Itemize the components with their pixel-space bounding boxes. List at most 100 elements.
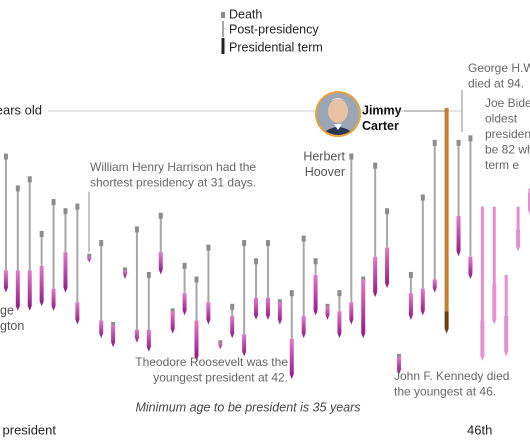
presidential-term <box>301 315 306 339</box>
presidential-term <box>15 270 20 311</box>
presidential-term <box>39 265 44 307</box>
death-marker <box>408 271 413 278</box>
x-end-label: 46th <box>467 422 492 437</box>
death-marker <box>313 258 318 265</box>
presidential-term <box>480 320 485 361</box>
death-marker <box>444 108 449 114</box>
death-marker <box>289 290 294 297</box>
death-marker <box>27 176 32 183</box>
presidential-term <box>27 270 32 311</box>
annotation: George H.W. <box>468 61 530 75</box>
photo-face <box>317 93 359 135</box>
presidential-term <box>373 256 378 298</box>
presidential-term <box>265 297 270 320</box>
presidential-term <box>111 325 116 348</box>
legend-label: Death <box>229 7 262 21</box>
annotation: shortest presidency at 31 days. <box>90 176 256 190</box>
presidential-term <box>123 270 128 279</box>
annotation: oldest <box>485 112 518 126</box>
annotation: Jimmy <box>362 103 402 117</box>
death-marker <box>63 208 68 215</box>
presidential-term <box>277 302 282 325</box>
legend-label: Post-presidency <box>229 22 319 36</box>
presidential-term <box>337 311 342 339</box>
presidential-term <box>396 356 401 375</box>
presidential-term <box>361 279 366 339</box>
presidential-term <box>242 334 247 357</box>
death-marker <box>337 290 342 297</box>
annotation: Theodore Roosevelt was the <box>135 355 288 369</box>
presidential-term <box>349 302 354 325</box>
death-marker <box>15 185 20 192</box>
presidential-term <box>468 256 473 279</box>
grid: years old <box>0 102 462 117</box>
annotation: Carter <box>362 119 399 133</box>
death-marker <box>206 244 211 251</box>
marks <box>3 108 530 380</box>
annotation: Herbert <box>303 149 345 163</box>
min-age-note: Minimum age to be president is 35 years <box>135 400 360 414</box>
death-marker <box>385 208 390 215</box>
presidential-term <box>75 302 80 325</box>
annotation: be 82 wh <box>485 143 530 157</box>
presidential-term <box>51 288 56 311</box>
presidential-term <box>289 338 294 380</box>
death-marker <box>468 135 473 142</box>
legend-label: Presidential term <box>229 40 323 54</box>
presidential-term <box>313 274 318 316</box>
presidential-term <box>194 320 199 361</box>
presidential-term <box>325 306 330 320</box>
death-marker <box>456 139 461 146</box>
presidential-term <box>444 311 449 334</box>
presidential-term <box>182 293 187 316</box>
annotation: gton <box>0 319 24 333</box>
death-marker <box>182 262 187 269</box>
presidential-term <box>87 256 92 263</box>
presidential-term <box>456 215 461 257</box>
presidential-term <box>206 302 211 325</box>
death-marker <box>134 226 139 233</box>
death-marker <box>39 230 44 237</box>
annotation: term e <box>485 158 519 172</box>
death-marker <box>158 212 163 219</box>
death-marker <box>51 199 56 206</box>
y-tick-label: years old <box>0 102 42 117</box>
annotation: ge <box>0 303 14 317</box>
presidential-term <box>63 252 68 293</box>
annotation: the youngest at 46. <box>394 385 496 399</box>
death-marker <box>301 235 306 242</box>
annotation: presiden <box>485 127 530 141</box>
death-marker <box>146 271 151 278</box>
presidential-term <box>230 315 235 339</box>
annotation: died at 94. <box>468 77 524 91</box>
presidential-term <box>99 320 104 339</box>
death-marker <box>75 203 80 210</box>
presidential-term <box>385 247 390 289</box>
annotation: William Henry Harrison had the <box>90 160 256 174</box>
legend-swatch <box>221 12 225 18</box>
presidential-term <box>218 343 223 350</box>
presidential-term <box>3 270 8 293</box>
presidential-term <box>516 229 521 252</box>
death-marker <box>432 139 437 146</box>
presidential-term <box>504 315 509 357</box>
death-marker <box>265 240 270 247</box>
death-marker <box>194 276 199 283</box>
death-marker <box>254 258 259 265</box>
presidential-term <box>254 297 259 320</box>
annotation: Joe Biden <box>485 96 530 110</box>
photo <box>315 91 361 137</box>
x-start-label: 1st president <box>0 422 56 437</box>
presidential-term <box>432 279 437 293</box>
presidential-term <box>492 284 497 325</box>
annotation: Hoover <box>305 165 345 179</box>
annotation: John F. Kennedy died <box>394 369 509 383</box>
presidential-term <box>146 329 151 352</box>
presidential-term <box>170 311 175 334</box>
death-marker <box>373 162 378 169</box>
death-marker <box>420 194 425 201</box>
presidential-term <box>158 252 163 275</box>
